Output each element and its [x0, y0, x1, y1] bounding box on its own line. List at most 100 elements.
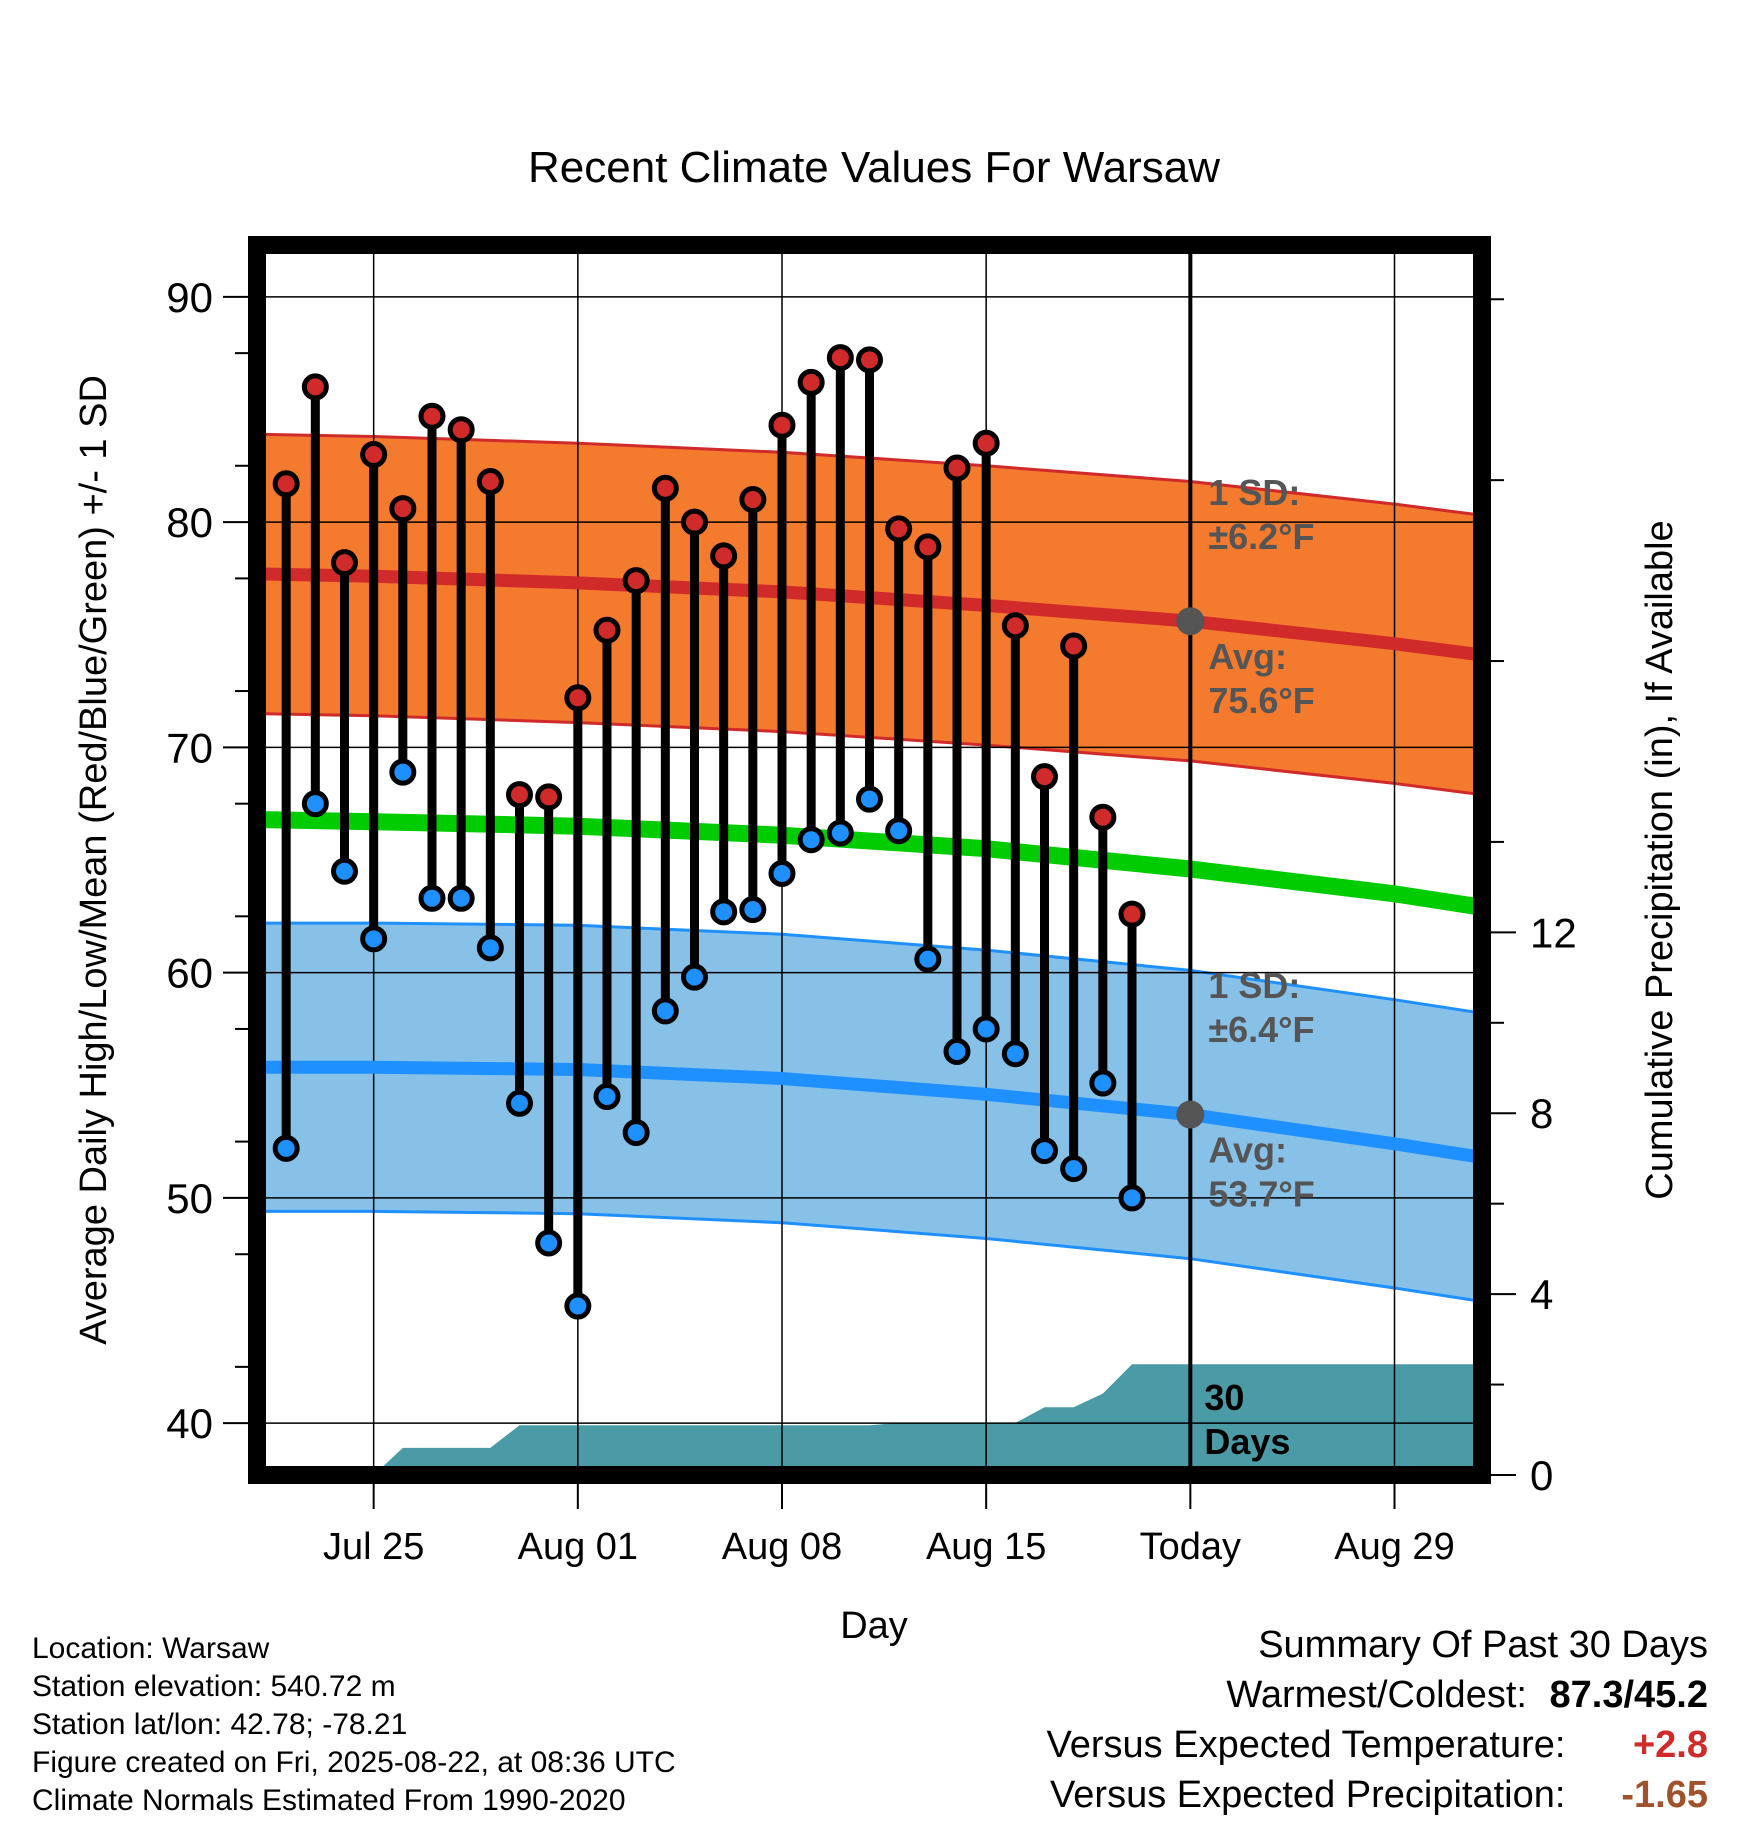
station-info: Location: Warsaw Station elevation: 540.… — [32, 1630, 676, 1820]
low-sd-annotation: ±6.4°F — [1208, 1009, 1314, 1050]
x-axis-label: Day — [840, 1605, 908, 1647]
daily-high-point — [476, 468, 504, 496]
daily-high-point — [593, 616, 621, 644]
daily-high-point — [447, 416, 475, 444]
daily-high-point — [1031, 763, 1058, 791]
daily-low-point — [447, 884, 475, 912]
avg-mean-line — [256, 811, 1484, 916]
today-avg-high-marker — [1176, 607, 1205, 636]
daily-high-point — [885, 515, 913, 543]
daily-high-point — [856, 346, 883, 374]
y2-tick-label: 4 — [1530, 1271, 1553, 1318]
daily-low-point — [856, 785, 883, 813]
daily-high-point — [826, 344, 854, 372]
temp-anomaly-value: +2.8 — [1632, 1724, 1708, 1766]
daily-high-point — [768, 411, 796, 439]
low-sd-annotation: 1 SD: — [1208, 965, 1300, 1006]
daily-low-point — [360, 925, 388, 953]
latlon-text: Station lat/lon: 42.78; -78.21 — [32, 1708, 408, 1741]
daily-low-point — [1118, 1184, 1146, 1212]
daily-high-point — [1001, 612, 1029, 640]
daily-low-point — [331, 857, 358, 885]
daily-high-point — [301, 373, 329, 401]
daily-high-point — [389, 495, 417, 523]
low-avg-annotation: 53.7°F — [1208, 1174, 1314, 1215]
x-tick-label: Aug 01 — [518, 1526, 638, 1568]
high-avg-annotation: 75.6°F — [1208, 680, 1314, 721]
high-sd-annotation: ±6.2°F — [1208, 516, 1314, 557]
daily-low-point — [564, 1292, 592, 1320]
daily-low-point — [1031, 1137, 1058, 1165]
y-tick-label: 90 — [166, 274, 213, 321]
daily-low-point — [418, 884, 446, 912]
warmest-coldest-label: Warmest/Coldest: — [1226, 1674, 1527, 1716]
low-sd-upper-line — [257, 921, 1483, 1015]
daily-low-point — [797, 826, 825, 854]
high-sd-upper-line — [256, 432, 1483, 517]
low-sd-lower-line — [257, 1209, 1483, 1303]
precip-days-annotation: 30 — [1204, 1377, 1244, 1418]
daily-high-point — [914, 533, 942, 561]
y-axis-label: Average Daily High/Low/Mean (Red/Blue/Gr… — [73, 375, 115, 1345]
temp-anomaly-row: Versus Expected Temperature: +2.8 — [1047, 1720, 1708, 1770]
daily-high-point — [331, 549, 358, 577]
precip-anomaly-value: -1.65 — [1621, 1774, 1708, 1816]
daily-high-point — [681, 508, 708, 536]
daily-high-point — [418, 402, 446, 430]
daily-high-point — [797, 368, 825, 396]
daily-high-point — [1089, 803, 1117, 831]
precip-anomaly-row: Versus Expected Precipitation: -1.65 — [1047, 1770, 1708, 1820]
y2-tick-label: 12 — [1530, 909, 1577, 956]
y-tick-label: 70 — [166, 724, 213, 771]
low-avg-annotation: Avg: — [1208, 1130, 1287, 1171]
avg-high-line — [256, 567, 1483, 662]
precip-days-annotation: Days — [1204, 1421, 1290, 1462]
daily-low-point — [272, 1134, 300, 1162]
daily-high-point — [739, 486, 767, 514]
daily-low-point — [622, 1119, 650, 1147]
x-tick-label: Today — [1140, 1526, 1241, 1568]
daily-low-point — [1060, 1155, 1088, 1183]
y2-axis-label: Cumulative Precipitation (in), If Availa… — [1639, 520, 1681, 1199]
elevation-text: Station elevation: 540.72 m — [32, 1670, 396, 1703]
daily-low-point — [1001, 1040, 1029, 1068]
plot-frame — [248, 236, 1491, 1484]
y-tick-label: 50 — [166, 1175, 213, 1222]
y-tick-label: 40 — [166, 1400, 213, 1447]
daily-high-point — [972, 429, 1000, 457]
daily-high-point — [710, 542, 738, 570]
low-sd-band — [257, 923, 1482, 1302]
daily-low-point — [972, 1015, 1000, 1043]
daily-low-point — [535, 1229, 563, 1257]
daily-high-point — [1060, 632, 1088, 660]
x-tick-label: Jul 25 — [323, 1526, 424, 1568]
y2-tick-label: 8 — [1530, 1090, 1553, 1137]
daily-low-point — [651, 997, 679, 1025]
x-tick-label: Aug 29 — [1334, 1526, 1454, 1568]
summary-panel: Summary Of Past 30 Days Warmest/Coldest:… — [1047, 1620, 1708, 1820]
daily-high-point — [535, 783, 563, 811]
y-tick-label: 80 — [166, 499, 213, 546]
daily-low-point — [914, 945, 942, 973]
today-avg-low-marker — [1176, 1100, 1205, 1129]
daily-low-point — [768, 860, 796, 888]
daily-high-point — [360, 441, 388, 469]
precipitation-area — [257, 1364, 1482, 1475]
daily-high-point — [943, 454, 971, 482]
temp-anomaly-label: Versus Expected Temperature: — [1046, 1724, 1566, 1766]
daily-low-point — [389, 758, 417, 786]
created-text: Figure created on Fri, 2025-08-22, at 08… — [32, 1746, 676, 1779]
y-tick-label: 60 — [166, 950, 213, 997]
daily-low-point — [739, 896, 767, 924]
daily-low-point — [476, 934, 504, 962]
high-sd-lower-line — [256, 712, 1483, 797]
daily-low-point — [506, 1089, 533, 1117]
daily-low-point — [1089, 1069, 1117, 1097]
normals-text: Climate Normals Estimated From 1990-2020 — [32, 1784, 626, 1817]
daily-high-point — [651, 474, 679, 502]
daily-low-point — [885, 817, 913, 845]
daily-low-point — [593, 1083, 621, 1111]
warmest-coldest-value: 87.3/45.2 — [1549, 1674, 1708, 1716]
